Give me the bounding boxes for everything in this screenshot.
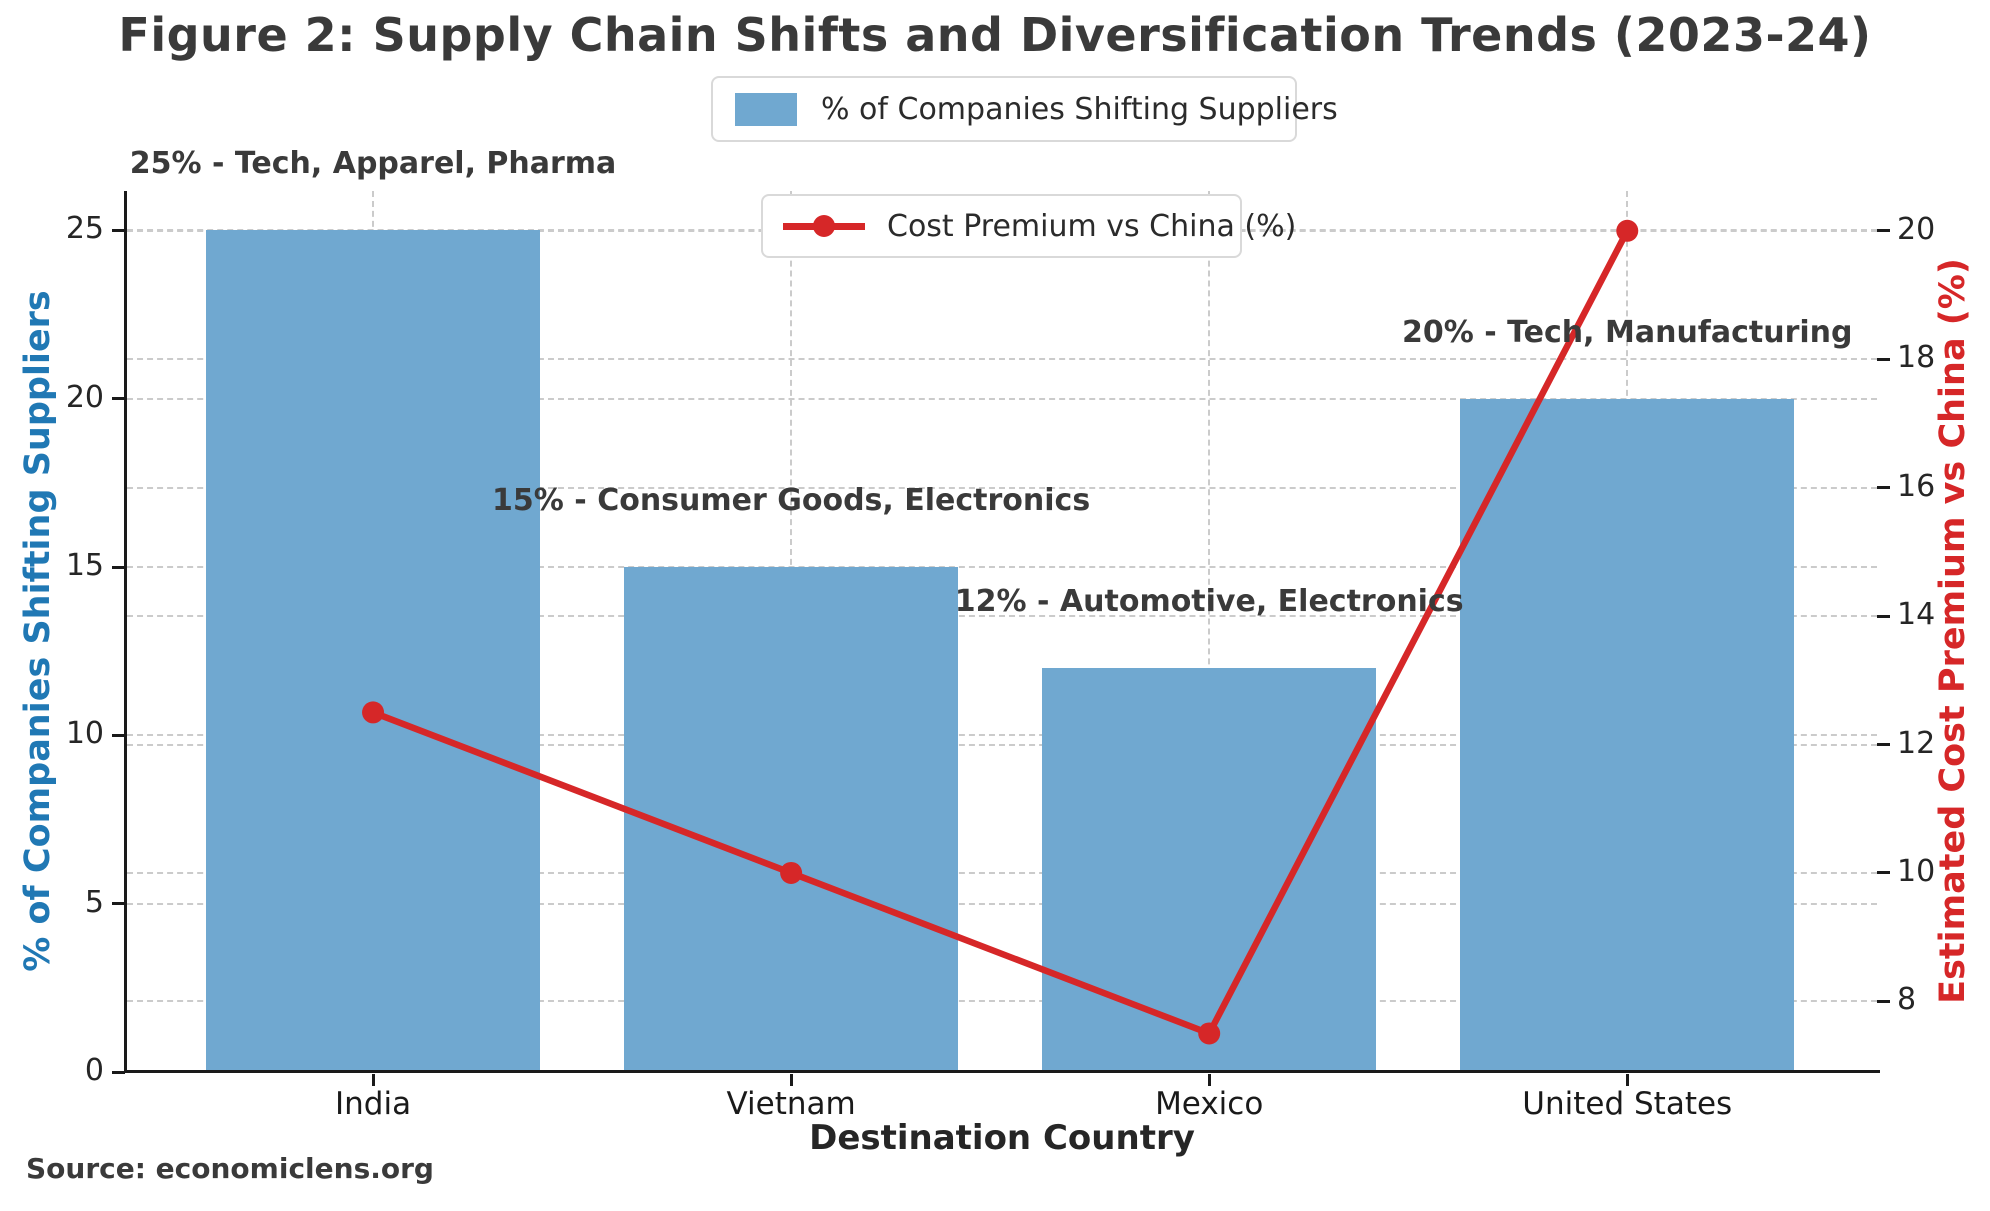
right-tick-label-18: 18 (1897, 340, 1936, 376)
right-tick-14 (1877, 614, 1890, 618)
right-tick-12 (1877, 743, 1890, 746)
cost-premium-line (371, 229, 1631, 1038)
right-tick-label-16: 16 (1897, 468, 1936, 504)
left-tick-20 (112, 397, 125, 401)
annotation-united-states: 20% - Tech, Manufacturing (1402, 314, 1853, 350)
x-tick-united-states (1625, 1074, 1629, 1086)
left-tick-5 (112, 902, 125, 906)
x-tick-label-united-states: United States (1522, 1086, 1733, 1122)
left-tick-label-10: 10 (65, 716, 104, 752)
left-tick-label-25: 25 (65, 211, 104, 247)
right-tick-18 (1877, 357, 1890, 361)
right-tick-label-8: 8 (1897, 982, 1917, 1018)
left-tick-25 (112, 228, 125, 232)
bar-swatch-icon (735, 92, 797, 126)
bar-mexico (1042, 668, 1377, 1072)
legend-line-label: Cost Premium vs China (%) (887, 208, 1297, 244)
legend-bar-series: % of Companies Shifting Suppliers (711, 76, 1338, 142)
annotation-india: 25% - Tech, Apparel, Pharma (129, 146, 617, 182)
x-axis-title: Destination Country (809, 1118, 1195, 1158)
right-tick-16 (1877, 486, 1890, 490)
bar-india (205, 230, 541, 1072)
legend-line-series: Cost Premium vs China (%) (761, 194, 1296, 258)
right-tick-8 (1877, 999, 1890, 1003)
left-tick-0 (112, 1070, 125, 1074)
x-tick-label-vietnam: Vietnam (726, 1086, 856, 1122)
annotation-mexico: 12% - Automotive, Electronics (954, 584, 1464, 620)
left-tick-label-20: 20 (65, 379, 104, 415)
annotation-vietnam: 15% - Consumer Goods, Electronics (492, 483, 1091, 519)
left-tick-label-0: 0 (84, 1053, 104, 1088)
source-note: Source: economiclens.org (26, 1152, 434, 1185)
bar-united-states (1460, 398, 1795, 1072)
x-tick-india (371, 1074, 375, 1086)
left-tick-label-5: 5 (84, 884, 104, 920)
left-axis-spine (124, 191, 127, 1073)
x-tick-label-mexico: Mexico (1155, 1086, 1264, 1122)
right-tick-label-12: 12 (1897, 725, 1936, 761)
right-tick-label-20: 20 (1897, 211, 1936, 247)
right-tick-10 (1877, 871, 1890, 875)
bar-vietnam (624, 567, 959, 1072)
legend-bar-label: % of Companies Shifting Suppliers (821, 91, 1338, 127)
right-tick-20 (1877, 229, 1890, 233)
right-tick-label-14: 14 (1897, 597, 1936, 633)
x-tick-vietnam (789, 1074, 793, 1086)
left-tick-15 (112, 565, 125, 569)
chart-title: Figure 2: Supply Chain Shifts and Divers… (118, 8, 1872, 62)
x-tick-mexico (1207, 1074, 1211, 1086)
right-tick-label-10: 10 (1897, 853, 1936, 889)
line-marker-swatch-icon (783, 214, 865, 238)
left-tick-label-15: 15 (65, 548, 104, 584)
x-tick-label-india: India (335, 1086, 412, 1122)
bottom-axis-spine (124, 1070, 1880, 1073)
left-tick-10 (112, 733, 125, 737)
